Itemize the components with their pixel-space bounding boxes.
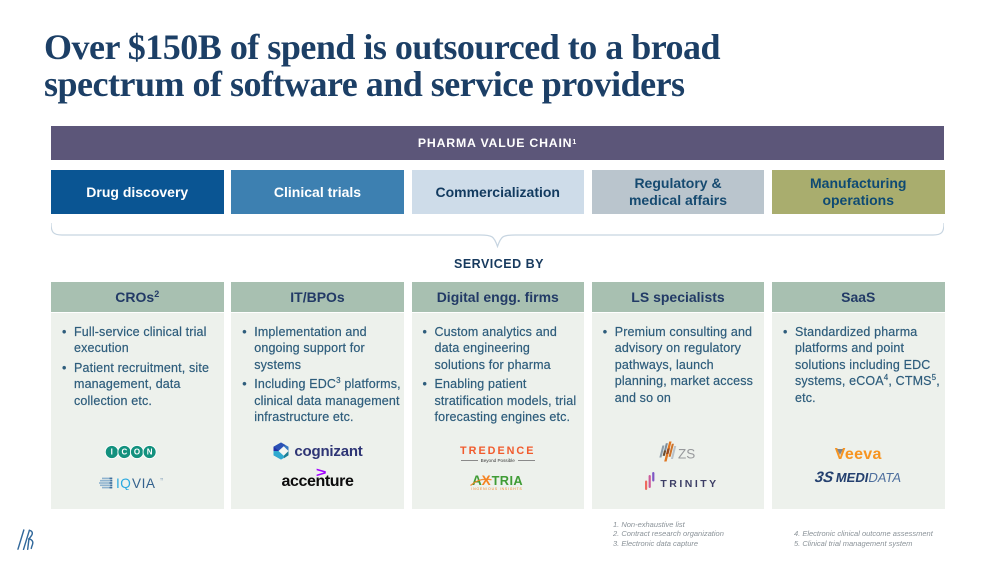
svg-text:C: C	[121, 448, 127, 457]
svg-text:VIA: VIA	[132, 476, 156, 490]
svg-text:O: O	[134, 448, 140, 457]
svg-text:ZS: ZS	[678, 447, 695, 462]
svg-text:X: X	[481, 473, 490, 488]
svg-text:IQ: IQ	[116, 476, 131, 490]
svg-text:N: N	[146, 448, 152, 457]
svg-text:TM: TM	[160, 478, 163, 482]
svg-text:I: I	[110, 448, 112, 457]
svg-text:TRIA: TRIA	[491, 473, 522, 488]
svg-text:INGENIOUS INSIGHTS: INGENIOUS INSIGHTS	[471, 487, 522, 491]
